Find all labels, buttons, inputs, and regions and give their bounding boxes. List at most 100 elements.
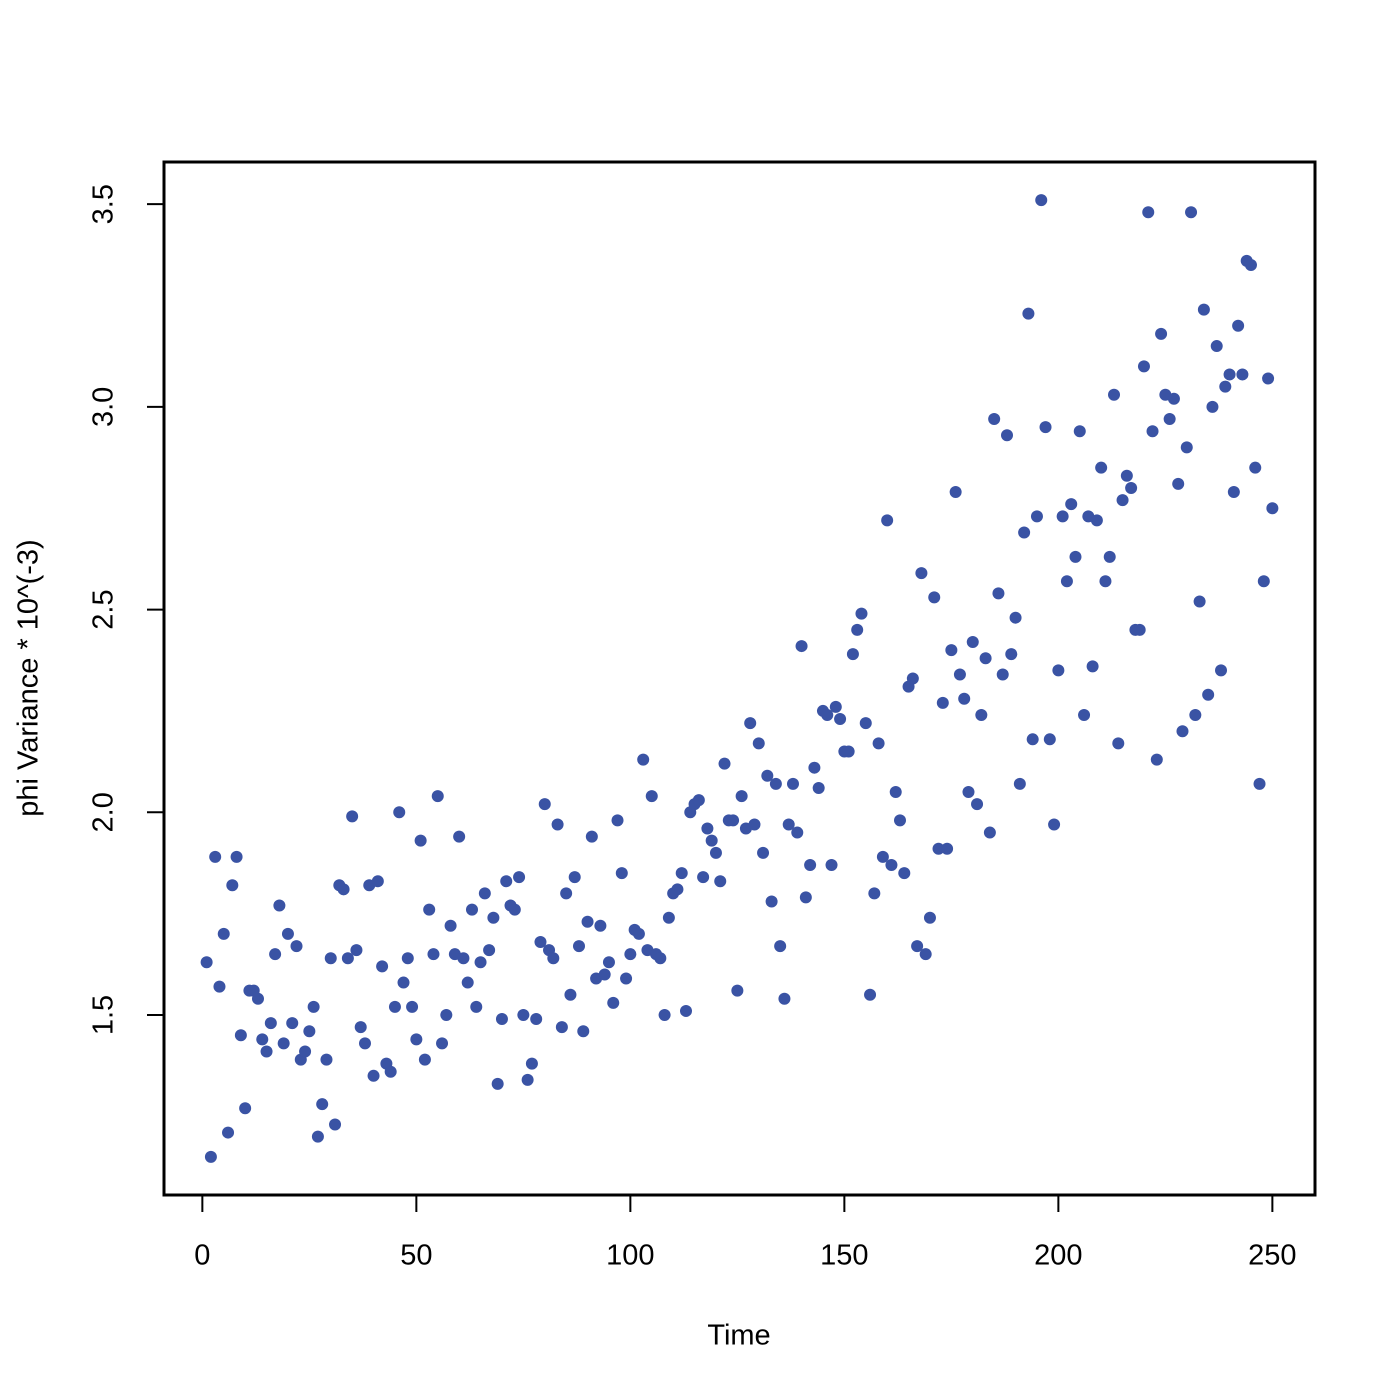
point bbox=[1257, 575, 1270, 588]
point bbox=[513, 871, 526, 884]
point bbox=[273, 899, 286, 912]
point bbox=[478, 887, 491, 900]
y-tick-label: 2.0 bbox=[88, 792, 120, 832]
point bbox=[1193, 595, 1206, 608]
point bbox=[864, 988, 877, 1001]
point bbox=[1137, 360, 1150, 373]
point bbox=[508, 903, 521, 916]
point bbox=[1125, 481, 1138, 494]
point bbox=[1155, 327, 1168, 340]
point bbox=[521, 1073, 534, 1086]
point bbox=[1009, 611, 1022, 624]
point bbox=[906, 672, 919, 685]
point bbox=[774, 940, 787, 953]
point bbox=[303, 1025, 316, 1038]
x-axis-label: Time bbox=[707, 1320, 770, 1352]
point bbox=[1172, 477, 1185, 490]
point bbox=[329, 1118, 342, 1131]
point bbox=[1078, 708, 1091, 721]
point bbox=[269, 948, 282, 961]
point bbox=[881, 514, 894, 527]
point bbox=[932, 842, 945, 855]
point bbox=[1026, 733, 1039, 746]
point bbox=[778, 992, 791, 1005]
point bbox=[1099, 575, 1112, 588]
point bbox=[286, 1017, 299, 1030]
point bbox=[859, 717, 872, 730]
point bbox=[607, 996, 620, 1009]
point bbox=[1249, 461, 1262, 474]
point bbox=[825, 858, 838, 871]
point bbox=[1103, 550, 1116, 563]
point bbox=[889, 786, 902, 799]
x-tick-label: 250 bbox=[1248, 1240, 1296, 1272]
point bbox=[427, 948, 440, 961]
point bbox=[791, 826, 804, 839]
point bbox=[821, 708, 834, 721]
point bbox=[401, 952, 414, 965]
point bbox=[346, 810, 359, 823]
point bbox=[1253, 777, 1266, 790]
point bbox=[923, 911, 936, 924]
point bbox=[410, 1033, 423, 1046]
point bbox=[495, 1013, 508, 1026]
point bbox=[388, 1000, 401, 1013]
point bbox=[975, 708, 988, 721]
point bbox=[782, 818, 795, 831]
point bbox=[611, 814, 624, 827]
point bbox=[1185, 206, 1198, 219]
point bbox=[444, 919, 457, 932]
point bbox=[834, 713, 847, 726]
point bbox=[256, 1033, 269, 1046]
point bbox=[577, 1025, 590, 1038]
point bbox=[637, 753, 650, 766]
point bbox=[1022, 307, 1035, 320]
point bbox=[1227, 486, 1240, 499]
point bbox=[936, 696, 949, 709]
point bbox=[491, 1077, 504, 1090]
point bbox=[1236, 368, 1249, 381]
point bbox=[602, 956, 615, 969]
point bbox=[1232, 319, 1245, 332]
point bbox=[311, 1130, 324, 1143]
point bbox=[209, 850, 222, 863]
point bbox=[928, 591, 941, 604]
point bbox=[748, 818, 761, 831]
point bbox=[324, 952, 337, 965]
point bbox=[757, 846, 770, 859]
point bbox=[731, 984, 744, 997]
point bbox=[320, 1053, 333, 1066]
point bbox=[222, 1126, 235, 1139]
point bbox=[962, 786, 975, 799]
point bbox=[1030, 510, 1043, 523]
point bbox=[752, 737, 765, 750]
point bbox=[457, 952, 470, 965]
point bbox=[1039, 421, 1052, 434]
point bbox=[988, 413, 1001, 426]
point bbox=[406, 1000, 419, 1013]
point bbox=[1180, 441, 1193, 454]
point bbox=[423, 903, 436, 916]
point bbox=[525, 1057, 538, 1070]
point bbox=[547, 952, 560, 965]
point bbox=[1202, 688, 1215, 701]
point bbox=[692, 794, 705, 807]
point bbox=[230, 850, 243, 863]
point bbox=[226, 879, 239, 892]
point bbox=[1056, 510, 1069, 523]
point bbox=[1112, 737, 1125, 750]
point bbox=[260, 1045, 273, 1058]
point bbox=[941, 842, 954, 855]
point bbox=[581, 915, 594, 928]
point bbox=[594, 919, 607, 932]
point bbox=[337, 883, 350, 896]
point bbox=[829, 700, 842, 713]
point bbox=[1095, 461, 1108, 474]
point bbox=[949, 486, 962, 499]
point bbox=[461, 976, 474, 989]
point bbox=[705, 834, 718, 847]
x-tick-label: 100 bbox=[606, 1240, 654, 1272]
point bbox=[414, 834, 427, 847]
point bbox=[808, 761, 821, 774]
